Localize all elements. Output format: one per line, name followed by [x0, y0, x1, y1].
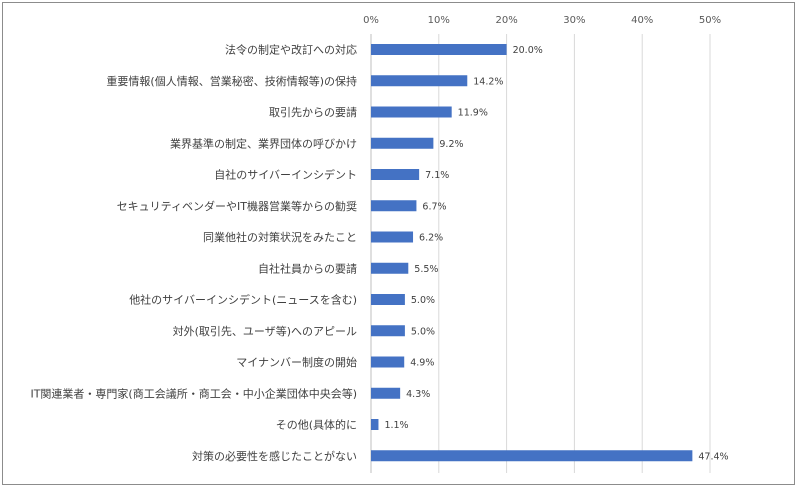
category-label: 重要情報(個人情報、営業秘密、技術情報等)の保持 — [106, 74, 357, 88]
gridlines — [438, 34, 711, 473]
category-label: 他社のサイバーインシデント(ニュースを含む) — [129, 293, 357, 307]
data-label: 47.4% — [698, 451, 728, 462]
x-tick-label: 30% — [563, 15, 585, 26]
data-label: 6.7% — [422, 201, 446, 212]
category-label: 業界基準の制定、業界団体の呼びかけ — [170, 136, 357, 150]
bar — [371, 106, 452, 118]
category-label: 対外(取引先、ユーザ等)へのアピール — [173, 324, 357, 338]
category-label: 自社のサイバーインシデント — [214, 168, 357, 182]
category-label: 取引先からの要請 — [269, 105, 357, 119]
data-label: 20.0% — [513, 45, 543, 56]
data-label: 9.2% — [439, 139, 463, 150]
category-label: マイナンバー制度の開始 — [236, 355, 357, 369]
bar — [371, 200, 417, 212]
bar — [371, 75, 468, 87]
bar — [371, 231, 414, 243]
bar — [371, 419, 379, 430]
data-label: 11.9% — [458, 108, 488, 119]
data-label: 14.2% — [473, 76, 503, 87]
data-label: 4.9% — [410, 358, 434, 369]
data-label: 6.2% — [419, 233, 443, 244]
category-label: その他(具体的に — [276, 418, 357, 432]
bar — [371, 44, 507, 55]
x-tick-label: 0% — [363, 15, 379, 26]
data-label: 1.1% — [384, 420, 408, 431]
x-axis-ticks: 0% 10% 20% 30% 40% 50% — [363, 15, 721, 26]
data-label: 5.5% — [414, 264, 438, 275]
bars — [371, 44, 693, 462]
bar — [371, 325, 405, 337]
category-label: 対策の必要性を感じたことがない — [192, 449, 357, 463]
bar — [371, 169, 420, 180]
data-label: 5.0% — [411, 295, 435, 306]
category-label: セキュリティベンダーやIT機器営業等からの勧奨 — [117, 199, 357, 213]
x-tick-label: 10% — [428, 15, 450, 26]
x-tick-label: 50% — [699, 15, 721, 26]
x-tick-label: 20% — [495, 15, 517, 26]
bar — [371, 356, 405, 368]
data-label: 4.3% — [406, 389, 430, 400]
bar — [371, 262, 409, 274]
data-label: 5.0% — [411, 326, 435, 337]
data-label: 7.1% — [425, 170, 449, 181]
category-label: IT関連業者・専門家(商工会議所・商工会・中小企業団体中央会等) — [30, 386, 357, 400]
bar — [371, 137, 434, 149]
bar — [371, 450, 693, 462]
x-tick-label: 40% — [631, 15, 653, 26]
category-label: 同業他社の対策状況をみたこと — [203, 230, 357, 244]
bar — [371, 294, 405, 305]
category-label: 法令の制定や改訂への対応 — [225, 43, 357, 57]
category-label: 自社社員からの要請 — [258, 261, 357, 275]
bar — [371, 387, 401, 399]
category-labels: 法令の制定や改訂への対応重要情報(個人情報、営業秘密、技術情報等)の保持取引先か… — [30, 43, 357, 463]
value-labels: 20.0% 14.2% 11.9% 9.2% 7.1% 6.7% 6.2% 5.5% 5.0% 5… — [384, 45, 728, 462]
